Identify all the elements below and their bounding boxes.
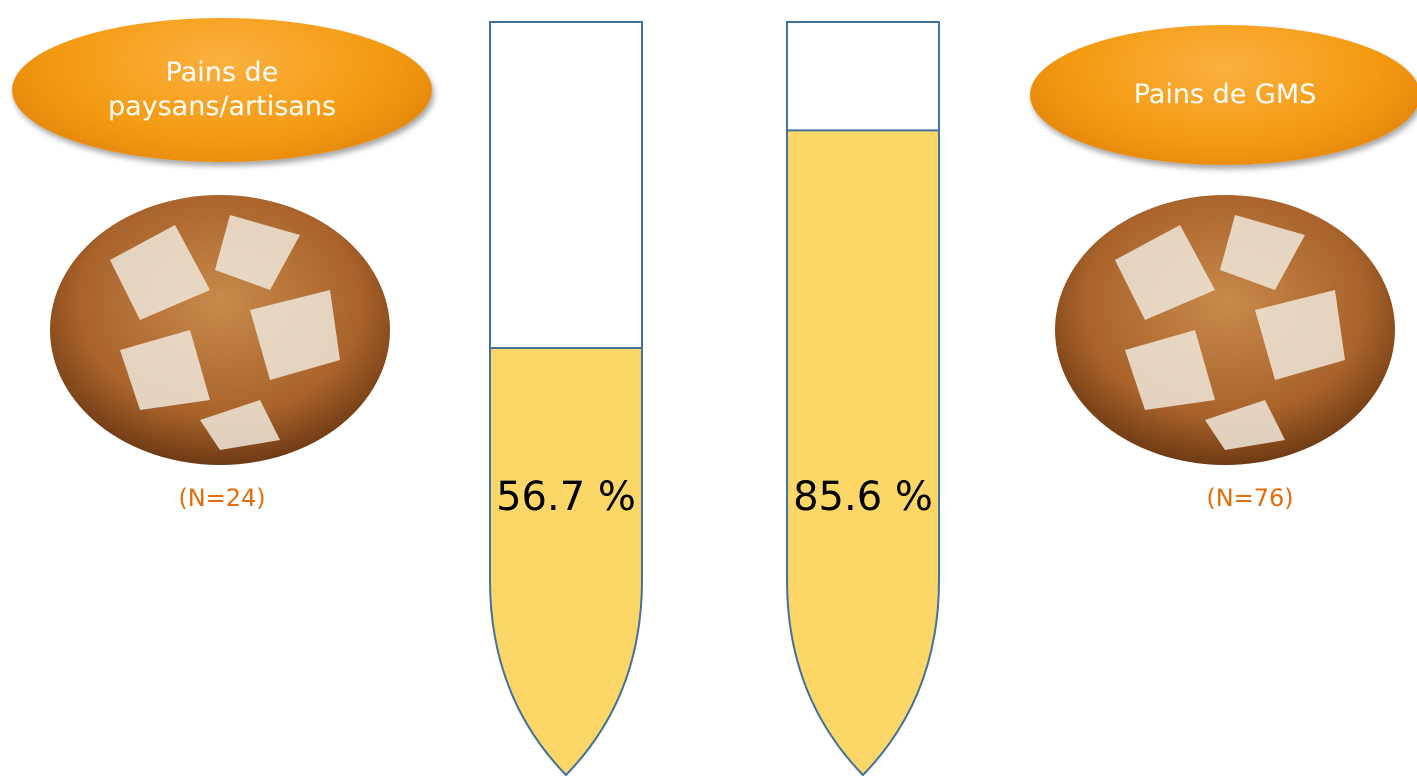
sample-size: (N=76)	[1206, 484, 1294, 512]
bread-image	[50, 195, 390, 465]
value-label: 56.7 %	[496, 474, 636, 520]
tube-outline	[786, 21, 940, 777]
category-label: Pains de paysans/artisans	[12, 18, 432, 162]
tube-fill	[787, 130, 939, 775]
category-label: Pains de GMS	[1030, 25, 1417, 165]
value-label: 85.6 %	[793, 474, 933, 520]
bread-image	[1055, 195, 1395, 465]
sample-size: (N=24)	[178, 484, 266, 512]
tube-outline	[489, 21, 643, 777]
tube-fill	[490, 348, 642, 775]
